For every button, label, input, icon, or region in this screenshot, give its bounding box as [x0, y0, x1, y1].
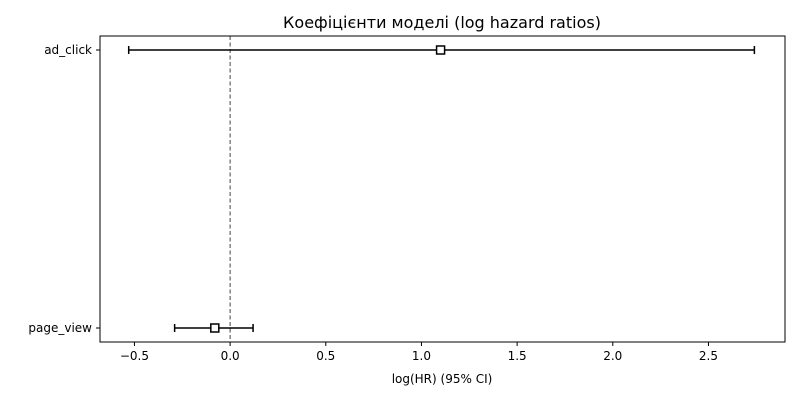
plot-area: [127, 36, 756, 342]
plot-frame: [99, 35, 786, 343]
x-tick-label: −0.5: [120, 349, 149, 363]
y-tick-label: page_view: [28, 321, 92, 335]
y-tick-label: ad_click: [44, 43, 92, 57]
x-tick-label: 2.5: [699, 349, 718, 363]
x-axis: −0.5 0.0 0.5 1.0 1.5 2.0 2.5: [120, 342, 718, 363]
x-tick-label: 2.0: [603, 349, 622, 363]
x-axis-label: log(HR) (95% CI): [392, 372, 493, 386]
x-tick-label: 0.5: [316, 349, 335, 363]
y-axis: ad_click page_view: [28, 43, 100, 335]
chart-title: Коефіцієнти моделі (log hazard ratios): [283, 13, 601, 32]
point-estimate-marker: [435, 45, 446, 55]
x-tick-label: 1.5: [508, 349, 527, 363]
x-tick-label: 1.0: [412, 349, 431, 363]
point-estimate-marker: [210, 323, 220, 333]
x-tick-label: 0.0: [221, 349, 240, 363]
